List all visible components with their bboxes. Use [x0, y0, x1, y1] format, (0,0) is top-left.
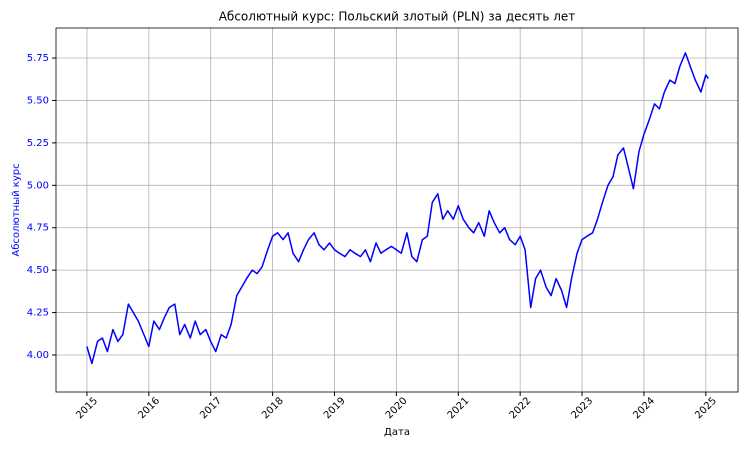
- x-tick-label: 2016: [136, 395, 162, 421]
- x-tick-label: 2020: [384, 395, 410, 421]
- x-tick-label: 2021: [446, 395, 472, 421]
- x-tick-label: 2017: [198, 395, 224, 421]
- y-tick-label: 5.00: [27, 180, 49, 191]
- y-tick-label: 5.50: [27, 95, 49, 106]
- y-tick-label: 4.75: [27, 223, 49, 234]
- y-tick-label: 4.50: [27, 265, 49, 276]
- price-line: [86, 52, 709, 365]
- y-tick-label: 5.25: [27, 138, 49, 149]
- y-tick-label: 4.00: [27, 350, 49, 361]
- x-tick-label: 2019: [322, 395, 348, 421]
- x-tick-label: 2023: [570, 395, 596, 421]
- x-tick-label: 2015: [74, 395, 100, 421]
- y-tick-label: 4.25: [27, 308, 49, 319]
- plot-frame: [55, 27, 739, 393]
- x-axis-label: Дата: [384, 427, 410, 438]
- y-tick-label: 5.75: [27, 53, 49, 64]
- chart-title: Абсолютный курс: Польский злотый (PLN) з…: [219, 10, 576, 24]
- x-tick-label: 2024: [631, 395, 657, 421]
- x-tick-label: 2022: [508, 395, 534, 421]
- x-tick-label: 2025: [693, 395, 719, 421]
- x-tick-label: 2018: [260, 395, 286, 421]
- y-axis-label: Абсолютный курс: [11, 163, 22, 256]
